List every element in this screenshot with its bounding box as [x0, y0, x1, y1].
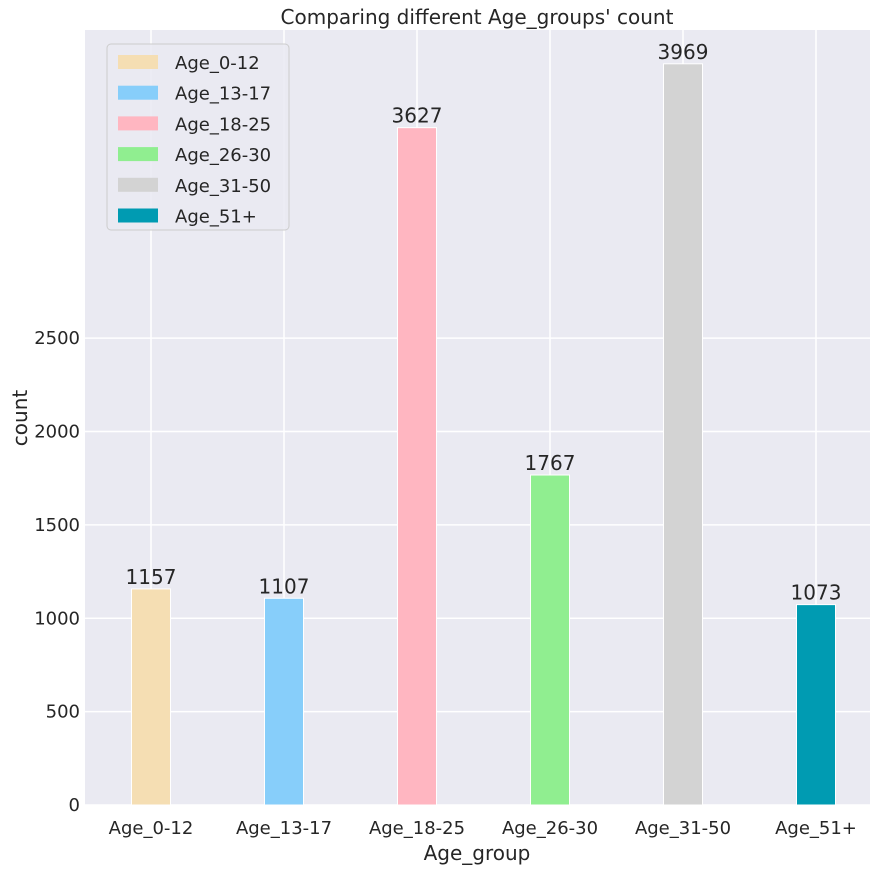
y-tick-label: 1500	[34, 515, 80, 536]
chart-title: Comparing different Age_groups' count	[281, 5, 674, 29]
bar-age-18-25	[397, 127, 437, 806]
legend-label: Age_0-12	[175, 53, 260, 74]
legend: Age_0-12 Age_13-17 Age_18-25 Age_26-30 Age_3…	[106, 43, 290, 231]
legend-label: Age_13-17	[175, 84, 271, 105]
legend-swatch	[118, 85, 158, 100]
data-labels: 1157 1107 3627 1767 3969 1073	[126, 40, 842, 605]
legend-label: Age_26-30	[175, 145, 271, 166]
bar-value-label: 3627	[392, 104, 443, 128]
bar-age-26-30	[530, 474, 570, 806]
y-tick-label: 500	[46, 702, 80, 723]
bar-value-label: 1107	[259, 574, 310, 598]
legend-swatch	[118, 116, 158, 131]
bar-value-label: 1767	[525, 451, 576, 475]
y-tick-label: 1000	[34, 608, 80, 629]
x-tick-label: Age_18-25	[369, 818, 465, 839]
x-tick-label: Age_31-50	[635, 818, 731, 839]
bar-value-label: 1073	[791, 581, 842, 605]
legend-label: Age_31-50	[175, 176, 271, 197]
x-tick-label: Age_13-17	[236, 818, 332, 839]
bars	[131, 63, 836, 806]
x-tick-label: Age_26-30	[502, 818, 598, 839]
bar-age-13-17	[264, 597, 304, 806]
legend-label: Age_18-25	[175, 114, 271, 135]
y-tick-label: 0	[69, 795, 80, 816]
y-tick-label: 2500	[34, 328, 80, 349]
bar-value-label: 3969	[658, 40, 709, 64]
x-tick-label: Age_0-12	[109, 818, 194, 839]
legend-label: Age_51+	[175, 207, 257, 228]
legend-swatch	[118, 177, 158, 192]
legend-swatch	[118, 147, 158, 162]
x-axis-title: Age_group	[424, 841, 531, 865]
y-tick-label: 2000	[34, 422, 80, 443]
bar-value-label: 1157	[126, 565, 177, 589]
x-axis-ticks: Age_0-12 Age_13-17 Age_18-25 Age_26-30 Age_3…	[109, 818, 857, 839]
bar-age-0-12	[131, 588, 171, 806]
y-axis-title: count	[8, 390, 32, 447]
y-axis-ticks: 0 500 1000 1500 2000 2500	[34, 328, 80, 816]
legend-swatch	[118, 208, 158, 223]
legend-swatch	[118, 55, 158, 69]
bar-age-31-50	[663, 63, 703, 806]
bar-age-51-	[796, 604, 836, 806]
x-tick-label: Age_51+	[775, 818, 857, 839]
